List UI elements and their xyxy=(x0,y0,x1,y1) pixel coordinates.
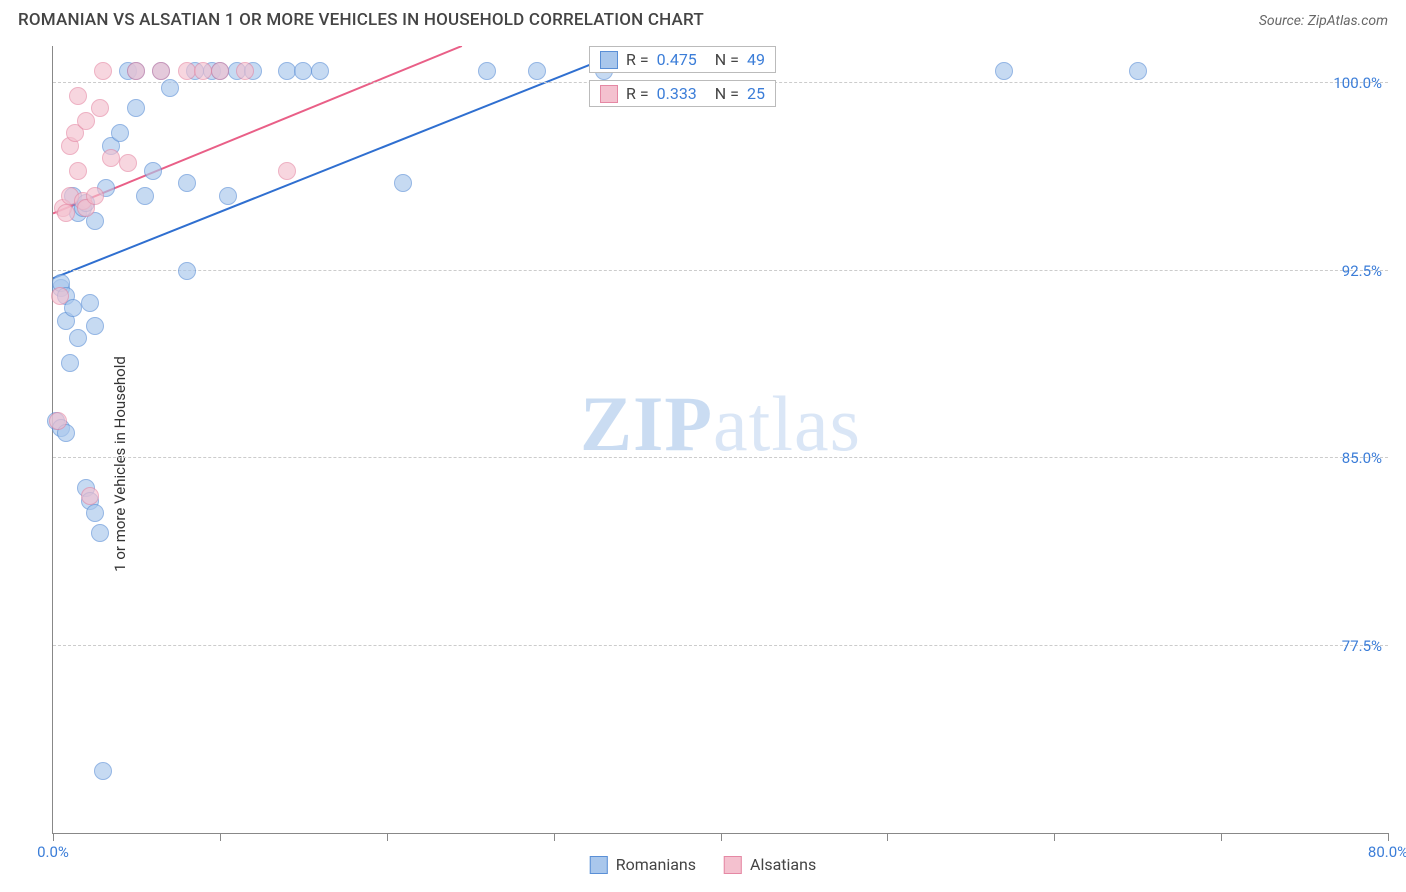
data-point xyxy=(178,174,196,192)
x-tick xyxy=(1388,833,1389,841)
gridline-h xyxy=(53,270,1388,271)
stats-n-label: N = xyxy=(715,50,739,69)
x-tick-label: 0.0% xyxy=(37,843,69,861)
stats-box: R = 0.333 N = 25 xyxy=(589,80,776,107)
data-point xyxy=(119,154,137,172)
data-point xyxy=(294,62,312,80)
data-point xyxy=(91,524,109,542)
legend-label: Alsatians xyxy=(750,855,816,874)
watermark-zip: ZIP xyxy=(580,380,713,467)
x-tick xyxy=(554,833,555,841)
data-point xyxy=(102,149,120,167)
data-point xyxy=(86,317,104,335)
data-point xyxy=(94,62,112,80)
data-point xyxy=(127,62,145,80)
watermark: ZIPatlas xyxy=(580,379,861,469)
x-tick xyxy=(1221,833,1222,841)
x-tick-label: 80.0% xyxy=(1368,843,1406,861)
y-tick-label: 85.0% xyxy=(1342,449,1382,467)
y-tick-label: 92.5% xyxy=(1342,262,1382,280)
data-point xyxy=(478,62,496,80)
watermark-atlas: atlas xyxy=(713,380,861,467)
y-tick-label: 77.5% xyxy=(1342,637,1382,655)
data-point xyxy=(194,62,212,80)
stats-swatch xyxy=(600,51,618,69)
data-point xyxy=(81,487,99,505)
stats-box: R = 0.475 N = 49 xyxy=(589,46,776,73)
bottom-legend: Romanians Alsatians xyxy=(590,855,816,874)
x-tick xyxy=(1054,833,1055,841)
x-tick xyxy=(53,833,54,841)
data-point xyxy=(236,62,254,80)
data-point xyxy=(91,99,109,117)
x-tick xyxy=(220,833,221,841)
y-tick-label: 100.0% xyxy=(1333,74,1382,92)
x-tick xyxy=(887,833,888,841)
data-point xyxy=(127,99,145,117)
data-point xyxy=(178,62,196,80)
x-tick xyxy=(721,833,722,841)
data-point xyxy=(86,187,104,205)
legend-label: Romanians xyxy=(616,855,696,874)
gridline-h xyxy=(53,645,1388,646)
plot-area: ZIPatlas 77.5%85.0%92.5%100.0%0.0%80.0%R… xyxy=(52,46,1388,834)
data-point xyxy=(394,174,412,192)
chart-container: 1 or more Vehicles in Household ZIPatlas… xyxy=(18,46,1388,882)
stats-r-label: R = xyxy=(626,50,649,69)
data-point xyxy=(136,187,154,205)
legend-swatch xyxy=(590,856,608,874)
gridline-h xyxy=(53,457,1388,458)
data-point xyxy=(528,62,546,80)
data-point xyxy=(69,162,87,180)
chart-source: Source: ZipAtlas.com xyxy=(1259,13,1388,29)
legend-item: Romanians xyxy=(590,855,696,874)
data-point xyxy=(49,412,67,430)
data-point xyxy=(61,354,79,372)
data-point xyxy=(94,762,112,780)
trendlines-svg xyxy=(53,46,1388,833)
data-point xyxy=(278,62,296,80)
stats-n-label: N = xyxy=(715,84,739,103)
x-tick xyxy=(387,833,388,841)
data-point xyxy=(178,262,196,280)
data-point xyxy=(161,79,179,97)
data-point xyxy=(64,299,82,317)
legend-swatch xyxy=(724,856,742,874)
stats-r-label: R = xyxy=(626,84,649,103)
stats-n-value: 49 xyxy=(747,50,765,69)
data-point xyxy=(219,187,237,205)
data-point xyxy=(278,162,296,180)
data-point xyxy=(995,62,1013,80)
data-point xyxy=(86,504,104,522)
data-point xyxy=(81,294,99,312)
stats-n-value: 25 xyxy=(747,84,765,103)
data-point xyxy=(69,87,87,105)
stats-swatch xyxy=(600,85,618,103)
stats-r-value: 0.333 xyxy=(657,84,697,103)
data-point xyxy=(57,204,75,222)
data-point xyxy=(69,329,87,347)
stats-r-value: 0.475 xyxy=(657,50,697,69)
trendline xyxy=(53,46,637,278)
data-point xyxy=(152,62,170,80)
data-point xyxy=(111,124,129,142)
chart-title: ROMANIAN VS ALSATIAN 1 OR MORE VEHICLES … xyxy=(18,10,704,30)
data-point xyxy=(211,62,229,80)
data-point xyxy=(51,287,69,305)
data-point xyxy=(144,162,162,180)
legend-item: Alsatians xyxy=(724,855,816,874)
data-point xyxy=(1129,62,1147,80)
data-point xyxy=(311,62,329,80)
